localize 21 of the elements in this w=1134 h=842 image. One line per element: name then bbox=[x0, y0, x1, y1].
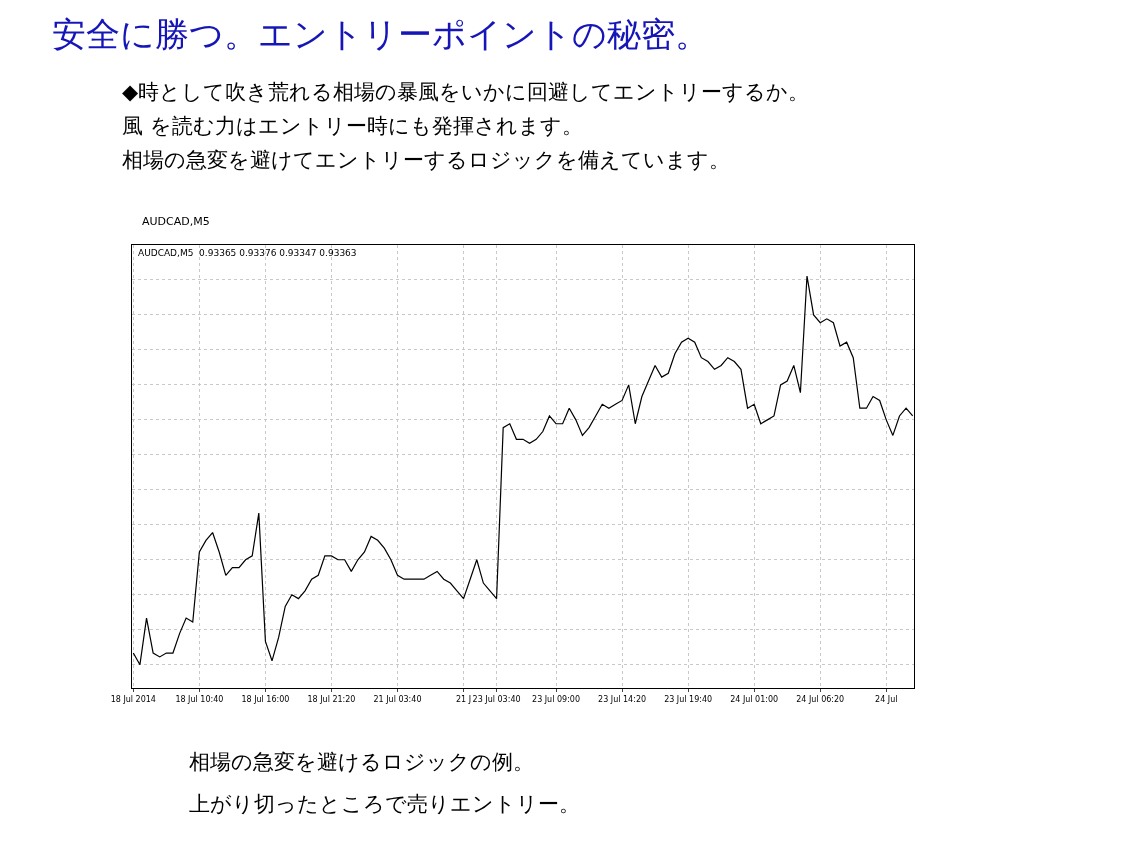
x-tick-label: 23 Jul 19:40 bbox=[664, 694, 713, 704]
text: 上がり切ったところで売りエントリー。 bbox=[189, 792, 580, 816]
text: AUDCAD,M5 0.93365 0.93376 0.93347 0.93363 bbox=[138, 248, 357, 258]
text: 風 を読む力はエントリー時にも発揮されます。 bbox=[122, 114, 583, 138]
chart-title: 安全に勝つ。エントリーポイントの秘密。 bbox=[52, 14, 709, 54]
x-tick-label: 18 Jul 10:40 bbox=[175, 694, 224, 704]
x-tick-label: 23 Jul 14:20 bbox=[598, 694, 647, 704]
x-tick-label: 18 Jul 2014 bbox=[110, 694, 156, 704]
x-tick-label: 18 Jul 16:00 bbox=[241, 694, 290, 704]
x-tick-label: 23 Jul 09:00 bbox=[532, 694, 581, 704]
x-tick-label: 24 Jul 01:00 bbox=[730, 694, 779, 704]
x-tick-label: 21 J bbox=[456, 694, 472, 704]
text: 相場の急変を避けるロジックの例。 bbox=[189, 750, 534, 774]
text: 相場の急変を避けてエントリーするロジックを備えています。 bbox=[122, 148, 730, 172]
x-tick-label: 23 Jul 03:40 bbox=[472, 694, 521, 704]
x-tick-label: 21 Jul 03:40 bbox=[373, 694, 422, 704]
text: AUDCAD,M5 bbox=[142, 215, 210, 228]
x-tick-label: 24 Jul bbox=[875, 694, 898, 704]
chart-subtitle: ◆時として吹き荒れる相場の暴風をいかに回避してエントリーするか。 bbox=[122, 80, 810, 104]
x-tick-label: 18 Jul 21:20 bbox=[307, 694, 356, 704]
x-tick-label: 24 Jul 06:20 bbox=[796, 694, 845, 704]
